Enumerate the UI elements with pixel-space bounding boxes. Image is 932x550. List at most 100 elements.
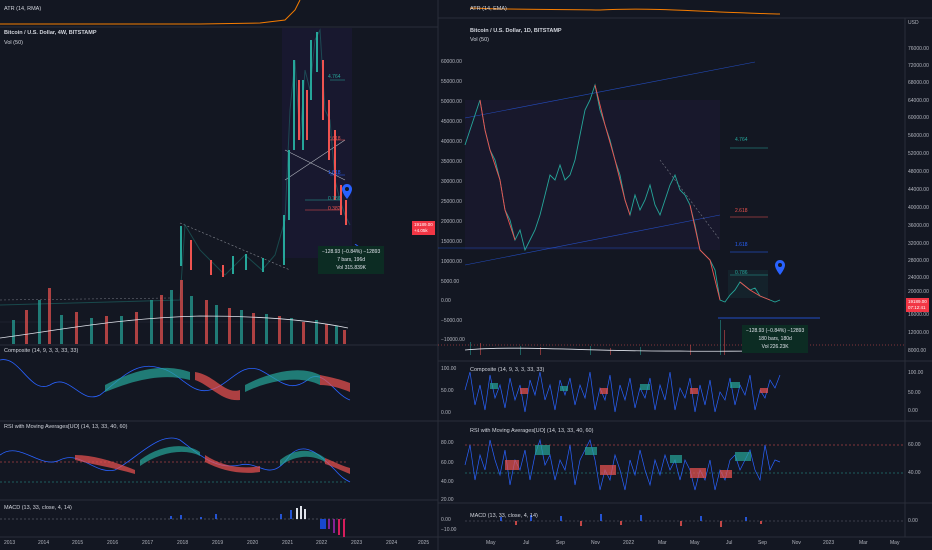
price-tick: 15000.00 [441,239,462,245]
time-tick: 2023 [351,540,363,546]
right-fib-level: 4.764 [735,137,748,143]
time-tick: 2018 [177,540,189,546]
right-volume-title[interactable]: Vol (50) [470,37,489,43]
rsi-tick-right: 40.00 [908,470,921,476]
left-rsi-title[interactable]: RSI with Moving Averages[UO] (14, 13, 33… [4,424,128,430]
left-price-change: +4.05k [414,228,428,233]
right-measure-bars: 180 bars, 180d [758,336,792,342]
rsi-tick-right: 60.00 [908,442,921,448]
time-tick: 2022 [623,540,635,546]
right-macd-title[interactable]: MACD (13, 33, close, 4, 14) [470,513,538,519]
price-tick: 30000.00 [441,179,462,185]
left-price-value: 19189.00 [414,222,433,227]
time-tick: Nov [792,540,801,546]
time-tick: 2017 [142,540,154,546]
price-tick: 20000.00 [441,219,462,225]
right-measure-change: −128.93 (−0.84%) −12893 [746,328,805,334]
right-price-value: 19189.00 [908,299,927,304]
right-fib-level: 0.786 [735,270,748,276]
right-location-pin-icon[interactable] [775,260,785,276]
left-volume-title[interactable]: Vol (50) [4,40,23,46]
price-tick: 52000.00 [908,151,929,157]
left-fib-level: 0.786 [328,196,341,202]
rsi-tick-left: 40.00 [441,479,454,485]
time-tick: 2021 [282,540,294,546]
left-composite-title[interactable]: Composite (14, 9, 3, 3, 33, 33) [4,348,79,354]
price-tick: 60000.00 [441,59,462,65]
time-tick: 2022 [316,540,328,546]
price-tick: 56000.00 [908,133,929,139]
price-tick: 24000.00 [908,275,929,281]
price-tick: 12000.00 [908,330,929,336]
macd-tick-left: 0.00 [441,517,451,523]
time-tick: 2014 [38,540,50,546]
price-tick: 60000.00 [908,115,929,121]
time-tick: Jul [726,540,733,546]
left-measure-change: −128.93 (−0.84%) −12893 [322,249,381,255]
price-tick: 45000.00 [441,119,462,125]
macd-tick-left: −10.00 [441,527,457,533]
price-tick: 48000.00 [908,169,929,175]
left-fib-level: 4.764 [328,74,341,80]
composite-tick-right: 50.00 [908,390,921,396]
price-tick: 68000.00 [908,80,929,86]
right-price-time: 07:12:41 [908,305,926,310]
price-tick: 32000.00 [908,241,929,247]
price-tick: 76000.00 [908,46,929,52]
price-tick: 10000.00 [441,259,462,265]
time-tick: Nov [591,540,600,546]
price-tick: 25000.00 [441,199,462,205]
left-macd-title[interactable]: MACD (13, 33, close, 4, 14) [4,505,72,511]
composite-tick-left: 100.00 [441,366,457,372]
time-tick: Mar [658,540,667,546]
time-tick: May [890,540,900,546]
price-tick: −10000.00 [441,337,465,343]
left-location-pin-icon[interactable] [342,184,352,200]
right-rsi-title[interactable]: RSI with Moving Averages[UO] (14, 13, 33… [470,428,594,434]
left-measure-bars: 7 bars, 196d [337,257,366,263]
right-composite-title[interactable]: Composite (14, 9, 3, 3, 33, 33) [470,367,545,373]
time-tick: 2025 [418,540,430,546]
right-fib-level: 1.618 [735,242,748,248]
price-tick: 5000.00 [441,279,460,285]
macd-tick-right: 0.00 [908,518,918,524]
currency-label[interactable]: USD [908,20,919,26]
price-tick: 35000.00 [441,159,462,165]
time-tick: 2015 [72,540,84,546]
composite-tick-left: 50.00 [441,388,454,394]
time-tick: 2019 [212,540,224,546]
left-fib-level: 1.618 [328,170,341,176]
rsi-tick-left: 80.00 [441,440,454,446]
time-tick: 2016 [107,540,119,546]
composite-tick-right: 0.00 [908,408,918,414]
price-tick: 44000.00 [908,187,929,193]
left-measure-tooltip: −128.93 (−0.84%) −12893 7 bars, 196d Vol… [318,246,385,274]
price-tick: 40000.00 [441,139,462,145]
time-tick: May [486,540,496,546]
price-tick: 64000.00 [908,98,929,104]
price-tick: 36000.00 [908,223,929,229]
time-tick: 2013 [4,540,16,546]
rsi-tick-left: 20.00 [441,497,454,503]
time-tick: 2020 [247,540,259,546]
rsi-tick-left: 60.00 [441,460,454,466]
left-last-price-tag: 19189.00 +4.05k [412,221,435,235]
price-tick: 50000.00 [441,99,462,105]
price-tick: 8000.00 [908,348,927,354]
left-fib-level: 0.382 [328,206,341,212]
left-atr-title[interactable]: ATR (14, RMA) [4,6,42,12]
right-atr-title[interactable]: ATR (14, EMA) [470,6,507,12]
price-tick: 40000.00 [908,205,929,211]
right-measure-volume: Vol 226.23K [761,344,789,350]
left-measure-arrow-icon [338,235,360,251]
price-tick: 28000.00 [908,258,929,264]
price-tick: 55000.00 [441,79,462,85]
right-chart-title[interactable]: Bitcoin / U.S. Dollar, 1D, BITSTAMP [470,28,562,34]
time-tick: 2024 [386,540,398,546]
right-measure-tooltip: −128.93 (−0.84%) −12893 180 bars, 180d V… [742,325,809,353]
time-tick: Sep [556,540,565,546]
left-chart-title[interactable]: Bitcoin / U.S. Dollar, 4W, BITSTAMP [4,30,97,36]
price-tick: 20000.00 [908,289,929,295]
left-fib-level: 2.618 [328,136,341,142]
